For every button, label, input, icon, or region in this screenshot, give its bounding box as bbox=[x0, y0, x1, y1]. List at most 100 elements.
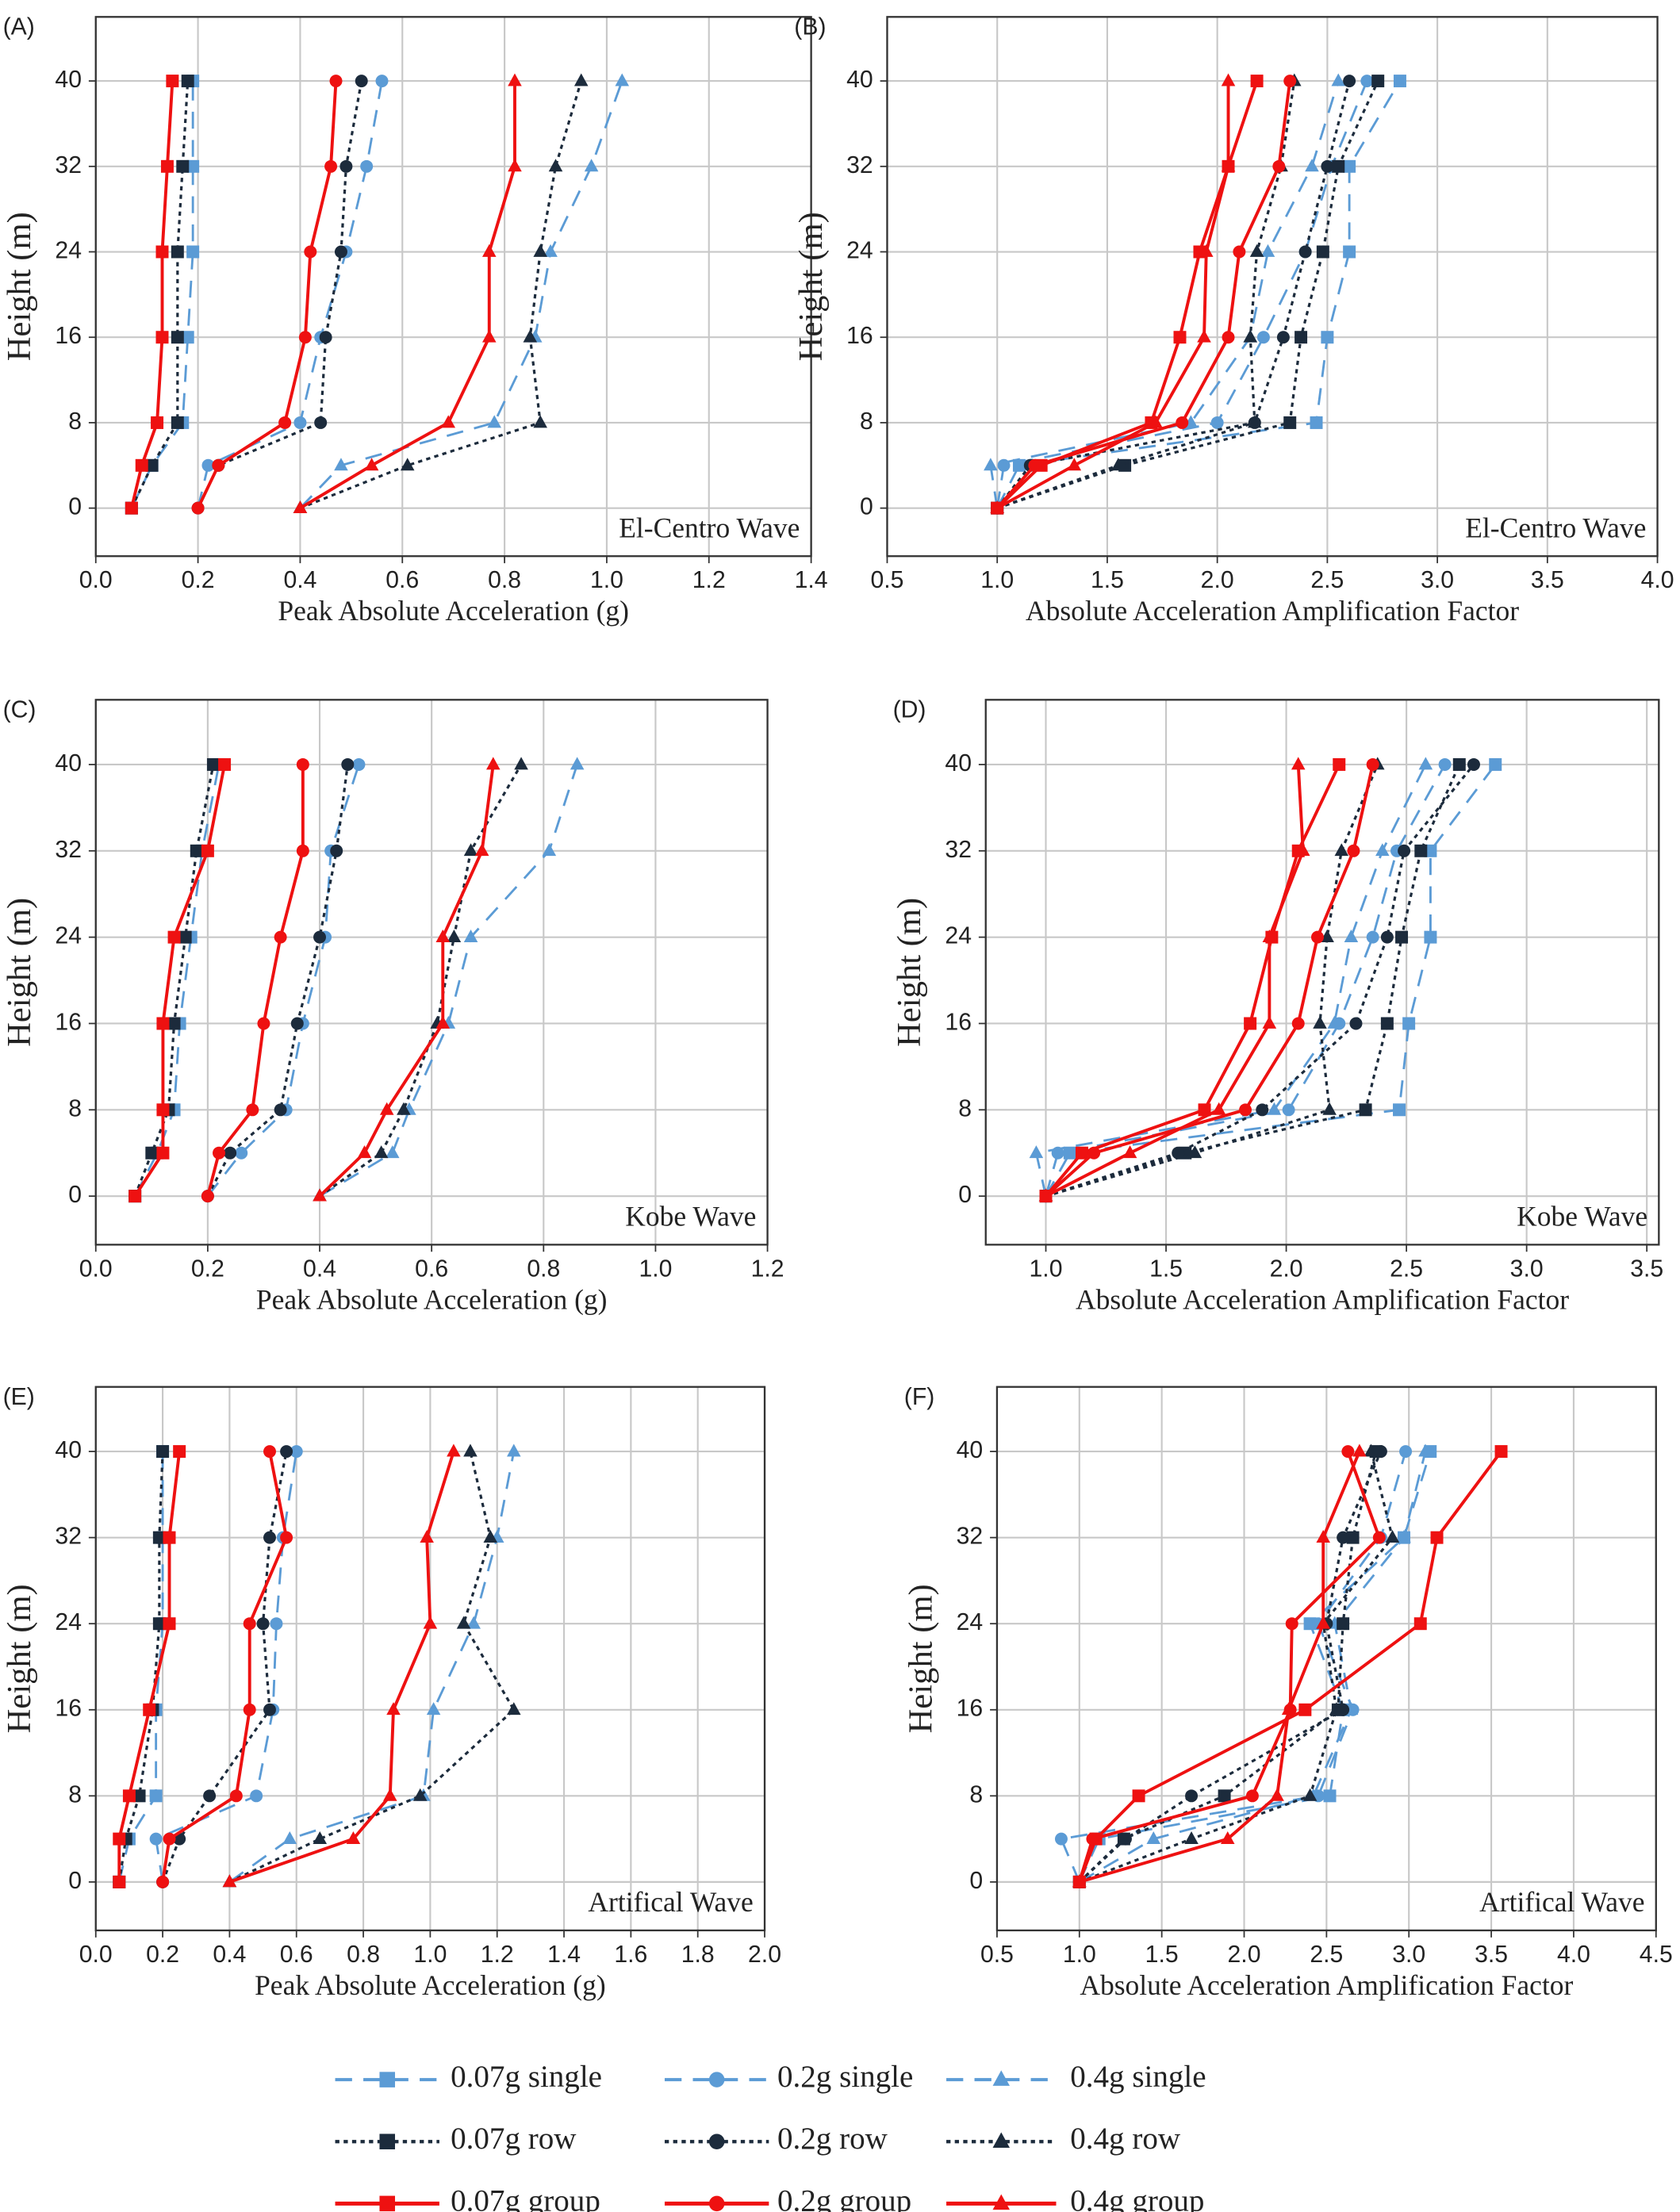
x-tick-label: 3.5 bbox=[1475, 1942, 1508, 1968]
marker bbox=[222, 1874, 237, 1888]
x-tick-label: 0.8 bbox=[488, 567, 521, 593]
marker bbox=[167, 930, 181, 944]
marker bbox=[176, 159, 190, 173]
marker bbox=[992, 2194, 1011, 2210]
annotation: Artifical Wave bbox=[1479, 1886, 1644, 1918]
marker bbox=[1331, 73, 1346, 86]
x-tick-label: 0.4 bbox=[213, 1942, 246, 1968]
marker bbox=[1327, 1015, 1341, 1029]
marker bbox=[1239, 1103, 1252, 1117]
marker bbox=[1310, 416, 1323, 429]
marker bbox=[1452, 757, 1466, 771]
marker bbox=[1087, 1146, 1101, 1160]
x-tick-label: 0.4 bbox=[283, 567, 316, 593]
legend-label: 0.4g single bbox=[1070, 2060, 1206, 2094]
marker bbox=[213, 1146, 225, 1160]
marker bbox=[1393, 75, 1406, 88]
marker bbox=[1244, 1017, 1257, 1030]
panel: 0.0 0.2 0.4 0.6 0.8 1.0 1.2 0 8 16 24 32 40 (C) Kobe W… bbox=[1, 696, 784, 1315]
marker bbox=[1349, 1017, 1363, 1030]
marker bbox=[1291, 1017, 1305, 1030]
marker bbox=[290, 1445, 303, 1459]
y-axis-label: Height (m) bbox=[902, 1584, 939, 1733]
marker bbox=[487, 415, 502, 428]
marker bbox=[246, 1103, 259, 1117]
marker bbox=[435, 1015, 451, 1029]
marker bbox=[334, 458, 348, 471]
x-axis-label: Peak Absolute Acceleration (g) bbox=[256, 1283, 608, 1315]
marker bbox=[1243, 329, 1258, 343]
marker bbox=[218, 757, 232, 771]
y-tick-label: 0 bbox=[68, 1868, 82, 1894]
legend-label: 0.07g group bbox=[451, 2183, 600, 2212]
y-tick-label: 0 bbox=[68, 1182, 82, 1208]
marker bbox=[128, 1190, 142, 1203]
marker bbox=[385, 1145, 400, 1159]
plot-frame bbox=[94, 699, 769, 1246]
marker bbox=[1029, 1145, 1044, 1159]
y-tick-label: 0 bbox=[860, 494, 873, 520]
y-axis-label: Height (m) bbox=[1, 898, 38, 1047]
y-tick-label: 0 bbox=[68, 494, 82, 520]
x-tick-label: 1.2 bbox=[481, 1942, 514, 1968]
marker bbox=[708, 2072, 725, 2087]
marker bbox=[542, 843, 557, 857]
y-tick-label: 24 bbox=[846, 237, 873, 263]
x-tick-label: 0.6 bbox=[385, 567, 419, 593]
x-tick-label: 0.6 bbox=[280, 1942, 313, 1968]
marker bbox=[1489, 757, 1502, 771]
marker bbox=[339, 159, 353, 173]
marker bbox=[474, 843, 489, 857]
marker bbox=[1222, 331, 1235, 344]
y-tick-label: 16 bbox=[55, 323, 82, 349]
marker bbox=[278, 416, 292, 429]
marker bbox=[463, 843, 478, 857]
marker bbox=[1282, 1103, 1295, 1117]
marker bbox=[313, 1188, 327, 1202]
marker bbox=[1366, 930, 1379, 944]
marker bbox=[1323, 1789, 1337, 1803]
marker bbox=[1270, 1788, 1284, 1801]
marker bbox=[1316, 1530, 1331, 1543]
marker bbox=[456, 1616, 471, 1629]
marker bbox=[298, 331, 312, 344]
marker bbox=[167, 1017, 181, 1030]
marker bbox=[1028, 458, 1041, 472]
marker bbox=[155, 331, 169, 344]
x-tick-label: 0.8 bbox=[527, 1256, 560, 1282]
y-tick-label: 16 bbox=[55, 1696, 82, 1722]
x-tick-label: 4.5 bbox=[1640, 1942, 1673, 1968]
marker bbox=[483, 1530, 498, 1543]
plot-frame bbox=[886, 16, 1659, 558]
marker bbox=[543, 243, 558, 257]
annotation: Kobe Wave bbox=[1517, 1201, 1647, 1233]
marker bbox=[1245, 1789, 1259, 1803]
plot-frame bbox=[984, 699, 1660, 1246]
marker bbox=[1298, 1703, 1312, 1716]
marker bbox=[313, 930, 327, 944]
marker bbox=[423, 1616, 438, 1629]
y-tick-label: 32 bbox=[846, 152, 873, 178]
marker bbox=[330, 844, 343, 857]
y-axis-label: Height (m) bbox=[1, 1584, 38, 1733]
marker bbox=[573, 73, 589, 86]
plot-frame bbox=[94, 1386, 766, 1932]
panel-label: (D) bbox=[893, 696, 926, 723]
x-tick-label: 0.2 bbox=[146, 1942, 179, 1968]
y-tick-label: 8 bbox=[860, 408, 873, 435]
x-tick-label: 1.2 bbox=[692, 567, 726, 593]
marker bbox=[152, 1531, 166, 1544]
marker bbox=[570, 757, 585, 770]
marker bbox=[235, 1146, 248, 1160]
marker bbox=[1332, 159, 1345, 173]
marker bbox=[533, 243, 547, 257]
x-tick-label: 1.4 bbox=[795, 567, 828, 593]
marker bbox=[463, 930, 478, 943]
marker bbox=[1184, 1831, 1199, 1844]
x-tick-label: 2.0 bbox=[1228, 1942, 1261, 1968]
marker bbox=[1337, 1617, 1350, 1631]
marker bbox=[319, 331, 332, 344]
y-tick-label: 24 bbox=[957, 1609, 984, 1635]
marker bbox=[293, 500, 308, 514]
marker bbox=[186, 245, 200, 259]
